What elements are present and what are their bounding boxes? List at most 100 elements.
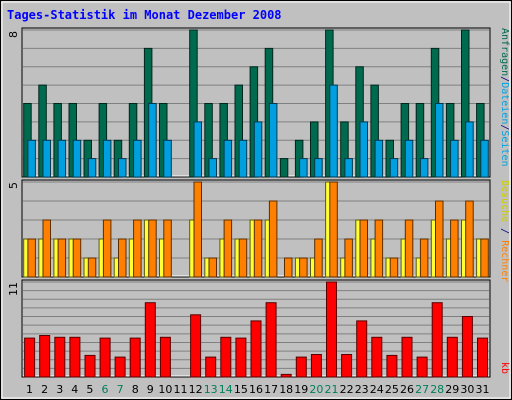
bar-dateien-day-2 <box>42 139 51 178</box>
x-tick-day-18: 18 <box>279 383 293 396</box>
bar-dateien-day-29 <box>450 139 459 178</box>
bar-dateien-day-30 <box>465 121 474 178</box>
bar-besuche-day-25 <box>389 257 399 278</box>
bar-besuche-day-6 <box>102 219 112 278</box>
bar-besuche-day-22 <box>344 238 353 278</box>
bar-dateien-day-28 <box>435 103 444 178</box>
bar-kb-day-25 <box>386 354 398 378</box>
bar-besuche-day-15 <box>238 238 248 278</box>
bar-kb-day-26 <box>401 336 413 378</box>
x-tick-day-4: 4 <box>71 383 78 396</box>
bar-besuche-day-16 <box>253 219 263 278</box>
x-tick-day-14: 14 <box>219 383 233 396</box>
bar-besuche-day-7 <box>118 238 127 278</box>
panel-kilobytes <box>21 279 491 378</box>
bar-kb-day-20 <box>310 354 322 378</box>
x-tick-day-31: 31 <box>476 383 490 396</box>
x-tick-day-7: 7 <box>117 383 124 396</box>
bar-besuche-day-29 <box>450 219 459 278</box>
bar-kb-day-4 <box>69 336 81 378</box>
bar-kb-day-23 <box>356 320 368 378</box>
bar-dateien-day-26 <box>404 139 414 178</box>
bar-kb-day-13 <box>205 356 217 378</box>
bar-besuche-day-19 <box>299 257 308 278</box>
bar-dateien-day-19 <box>299 158 308 178</box>
x-tick-day-13: 13 <box>204 383 218 396</box>
x-tick-day-21: 21 <box>325 383 339 396</box>
bar-dateien-day-9 <box>148 103 157 178</box>
x-tick-day-30: 30 <box>460 383 474 396</box>
legend-top-part-3: / <box>499 124 510 130</box>
bar-dateien-day-8 <box>133 139 142 178</box>
bar-dateien-day-23 <box>359 121 368 178</box>
x-tick-day-19: 19 <box>294 383 308 396</box>
bar-dateien-day-31 <box>480 139 489 178</box>
bar-dateien-day-10 <box>163 139 172 178</box>
x-tick-day-1: 1 <box>26 383 33 396</box>
legend-bottom: kb <box>499 362 510 374</box>
bar-dateien-day-17 <box>268 103 278 178</box>
x-tick-day-23: 23 <box>355 383 369 396</box>
bar-kb-day-5 <box>84 354 96 378</box>
bar-besuche-day-4 <box>72 238 82 278</box>
bar-dateien-day-15 <box>238 139 248 178</box>
x-tick-day-24: 24 <box>370 383 384 396</box>
bar-kb-day-12 <box>190 314 202 378</box>
bar-besuche-day-3 <box>57 238 67 278</box>
bar-dateien-day-12 <box>193 121 202 178</box>
bar-kb-day-14 <box>220 336 232 378</box>
bar-kb-day-16 <box>250 320 262 378</box>
bar-kb-day-15 <box>235 337 247 378</box>
bar-dateien-day-25 <box>389 158 399 178</box>
legend-top-part-2: Dateien <box>499 82 510 124</box>
bar-besuche-day-14 <box>223 219 233 278</box>
bar-dateien-day-3 <box>57 139 67 178</box>
bar-dateien-day-16 <box>253 121 263 178</box>
panel-visits-hosts <box>21 179 491 278</box>
legend-middle-part-1: / <box>499 222 510 240</box>
bar-besuche-day-1 <box>27 238 36 278</box>
x-tick-day-6: 6 <box>102 383 109 396</box>
bar-kb-day-31 <box>477 337 488 378</box>
bar-besuche-day-9 <box>148 219 157 278</box>
bar-dateien-day-6 <box>102 139 112 178</box>
x-tick-day-11: 11 <box>174 383 188 396</box>
x-tick-day-27: 27 <box>415 383 429 396</box>
bar-dateien-day-21 <box>329 84 338 178</box>
legend-top-part-0: Anfragen <box>499 28 510 76</box>
y-max-label-middle: 5 <box>7 182 20 189</box>
bar-anfragen-day-18 <box>279 158 289 178</box>
bar-kb-day-22 <box>341 354 353 378</box>
legend-top-part-4: Seiten <box>499 130 510 166</box>
x-tick-day-22: 22 <box>340 383 354 396</box>
legend-top-part-1: / <box>499 76 510 82</box>
bar-besuche-day-5 <box>87 257 97 278</box>
x-tick-day-9: 9 <box>147 383 154 396</box>
x-tick-day-8: 8 <box>132 383 139 396</box>
bar-besuche-day-18 <box>284 257 293 278</box>
bar-kb-day-18 <box>280 373 292 378</box>
x-tick-day-17: 17 <box>264 383 278 396</box>
x-tick-day-26: 26 <box>400 383 414 396</box>
bar-kb-day-24 <box>371 336 383 378</box>
bar-besuche-day-17 <box>268 200 278 278</box>
bar-besuche-day-30 <box>465 200 474 278</box>
bar-kb-day-29 <box>446 336 458 378</box>
y-max-label-top: 8 <box>7 31 20 38</box>
bar-besuche-day-26 <box>404 219 414 278</box>
bar-kb-day-3 <box>54 336 66 378</box>
bar-dateien-day-22 <box>344 158 353 178</box>
x-tick-day-15: 15 <box>234 383 248 396</box>
bar-kb-day-7 <box>114 356 126 378</box>
legend-middle-part-2: Rechner <box>499 240 510 282</box>
bar-kb-day-19 <box>295 356 307 378</box>
bar-besuche-day-28 <box>435 200 444 278</box>
bar-kb-day-28 <box>431 302 443 378</box>
x-tick-day-20: 20 <box>309 383 323 396</box>
panel-requests-files <box>21 27 491 178</box>
x-tick-day-25: 25 <box>385 383 399 396</box>
bar-dateien-day-1 <box>27 139 36 178</box>
bar-dateien-day-13 <box>208 158 217 178</box>
